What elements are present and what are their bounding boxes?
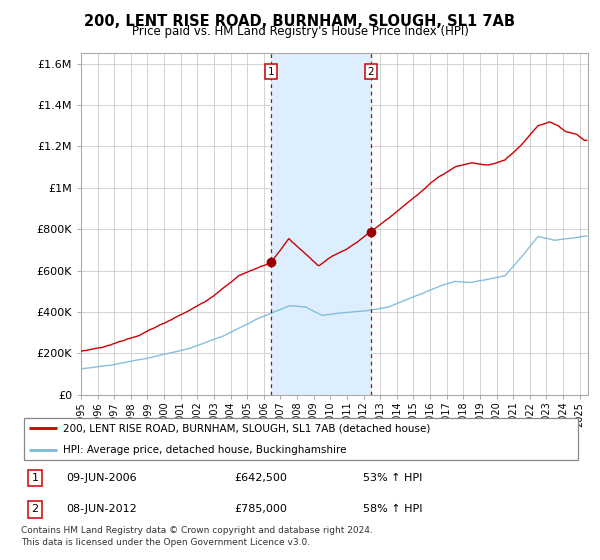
Text: Contains HM Land Registry data © Crown copyright and database right 2024.
This d: Contains HM Land Registry data © Crown c… bbox=[21, 526, 373, 547]
Text: 09-JUN-2006: 09-JUN-2006 bbox=[66, 473, 137, 483]
Bar bbox=[271, 53, 371, 395]
Text: Price paid vs. HM Land Registry's House Price Index (HPI): Price paid vs. HM Land Registry's House … bbox=[131, 25, 469, 38]
Text: 200, LENT RISE ROAD, BURNHAM, SLOUGH, SL1 7AB (detached house): 200, LENT RISE ROAD, BURNHAM, SLOUGH, SL… bbox=[63, 423, 430, 433]
Text: £642,500: £642,500 bbox=[234, 473, 287, 483]
Text: 1: 1 bbox=[32, 473, 38, 483]
Text: 58% ↑ HPI: 58% ↑ HPI bbox=[363, 505, 423, 515]
Text: £785,000: £785,000 bbox=[234, 505, 287, 515]
Text: 08-JUN-2012: 08-JUN-2012 bbox=[66, 505, 137, 515]
Text: 1: 1 bbox=[268, 67, 274, 77]
Text: 2: 2 bbox=[368, 67, 374, 77]
FancyBboxPatch shape bbox=[24, 418, 578, 460]
Text: 2: 2 bbox=[31, 505, 38, 515]
Text: HPI: Average price, detached house, Buckinghamshire: HPI: Average price, detached house, Buck… bbox=[63, 445, 347, 455]
Text: 200, LENT RISE ROAD, BURNHAM, SLOUGH, SL1 7AB: 200, LENT RISE ROAD, BURNHAM, SLOUGH, SL… bbox=[85, 14, 515, 29]
Text: 53% ↑ HPI: 53% ↑ HPI bbox=[363, 473, 422, 483]
